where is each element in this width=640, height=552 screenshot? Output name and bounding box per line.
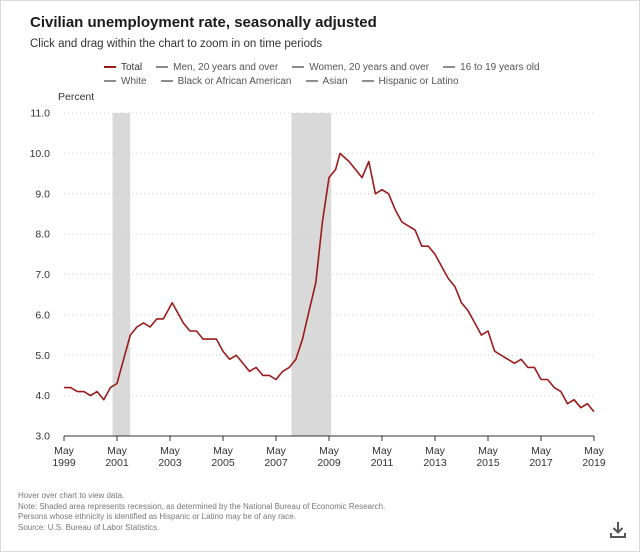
x-axis-ticks: May1999May2001May2003May2005May2007May20… — [52, 436, 606, 469]
legend-label: Men, 20 years and over — [173, 61, 279, 73]
legend-swatch — [160, 80, 173, 82]
legend: Total Men, 20 years and over Women, 20 y… — [104, 60, 574, 88]
legend-swatch — [361, 80, 374, 82]
y-tick-label: 3.0 — [35, 431, 50, 443]
x-tick-month: May — [425, 445, 446, 457]
x-tick-year: 2017 — [529, 457, 553, 469]
y-tick-label: 11.0 — [30, 108, 50, 120]
y-axis-label: Percent — [58, 91, 94, 103]
x-tick-month: May — [107, 445, 128, 457]
x-tick-month: May — [584, 445, 605, 457]
legend-item-white[interactable]: White — [104, 74, 147, 88]
legend-label: Total — [121, 61, 143, 73]
legend-swatch — [305, 80, 318, 82]
x-tick-year: 2005 — [211, 457, 235, 469]
source-note: Source: U.S. Bureau of Labor Statistics. — [18, 522, 160, 532]
x-tick-year: 2003 — [158, 457, 182, 469]
x-tick-month: May — [213, 445, 234, 457]
legend-item-women[interactable]: Women, 20 years and over — [292, 60, 429, 74]
x-tick-month: May — [266, 445, 287, 457]
x-tick-month: May — [372, 445, 393, 457]
legend-swatch — [292, 66, 305, 68]
series-line-total — [64, 152, 595, 413]
x-tick-year: 2007 — [264, 457, 288, 469]
line-chart[interactable]: Percent 3.0 4.0 5.0 6.0 7.0 8.0 9.0 10.0 11.0 Ma… — [0, 0, 640, 480]
x-tick-month: May — [478, 445, 499, 457]
legend-label: Hispanic or Latino — [378, 75, 459, 87]
hover-hint: Hover over chart to view data. — [18, 491, 125, 500]
y-tick-label: 9.0 — [35, 188, 50, 200]
legend-item-men[interactable]: Men, 20 years and over — [156, 60, 278, 74]
recession-band — [112, 113, 131, 436]
legend-label: Black or African American — [177, 75, 292, 87]
x-tick-year: 2019 — [582, 457, 606, 469]
legend-item-asian[interactable]: Asian — [305, 74, 348, 88]
y-tick-label: 5.0 — [35, 350, 50, 362]
x-tick-year: 2011 — [371, 457, 394, 469]
download-icon[interactable] — [607, 519, 629, 541]
recession-shading — [112, 113, 332, 436]
y-axis-ticks: 3.0 4.0 5.0 6.0 7.0 8.0 9.0 10.0 11.0 — [30, 108, 51, 443]
legend-swatch — [104, 80, 116, 82]
legend-label: Women, 20 years and over — [309, 61, 430, 73]
legend-item-hispanic[interactable]: Hispanic or Latino — [361, 74, 459, 88]
x-tick-month: May — [160, 445, 181, 457]
y-tick-label: 10.0 — [30, 148, 51, 160]
x-tick-month: May — [319, 445, 340, 457]
y-tick-label: 4.0 — [35, 390, 50, 402]
x-tick-year: 1999 — [52, 457, 76, 469]
x-tick-year: 2001 — [105, 457, 129, 469]
chart-subtitle: Click and drag within the chart to zoom … — [30, 38, 323, 50]
chart-notes: Hover over chart to view data. Note: Sha… — [18, 491, 385, 533]
x-tick-year: 2013 — [423, 457, 447, 469]
legend-swatch — [443, 66, 456, 68]
legend-item-teens[interactable]: 16 to 19 years old — [443, 60, 540, 74]
legend-item-total[interactable]: Total — [104, 60, 142, 74]
x-tick-month: May — [54, 445, 75, 457]
y-tick-label: 7.0 — [35, 269, 50, 281]
ethnicity-note: Persons whose ethnicity is identified as… — [18, 512, 296, 521]
recession-band — [291, 113, 332, 436]
x-tick-month: May — [531, 445, 552, 457]
x-tick-year: 2015 — [476, 457, 500, 469]
legend-item-black[interactable]: Black or African American — [160, 74, 292, 88]
recession-note: Note: Shaded area represents recession, … — [18, 501, 386, 511]
series-layer — [64, 152, 595, 413]
legend-label: White — [121, 75, 147, 87]
chart-title: Civilian unemployment rate, seasonally a… — [30, 14, 377, 31]
legend-swatch — [156, 66, 169, 68]
legend-label: Asian — [322, 75, 348, 87]
grid-lines — [64, 112, 594, 437]
y-tick-label: 6.0 — [35, 309, 50, 321]
legend-label: 16 to 19 years old — [460, 61, 540, 73]
y-tick-label: 8.0 — [35, 229, 50, 241]
x-tick-year: 2009 — [317, 457, 341, 469]
legend-swatch — [104, 66, 116, 68]
